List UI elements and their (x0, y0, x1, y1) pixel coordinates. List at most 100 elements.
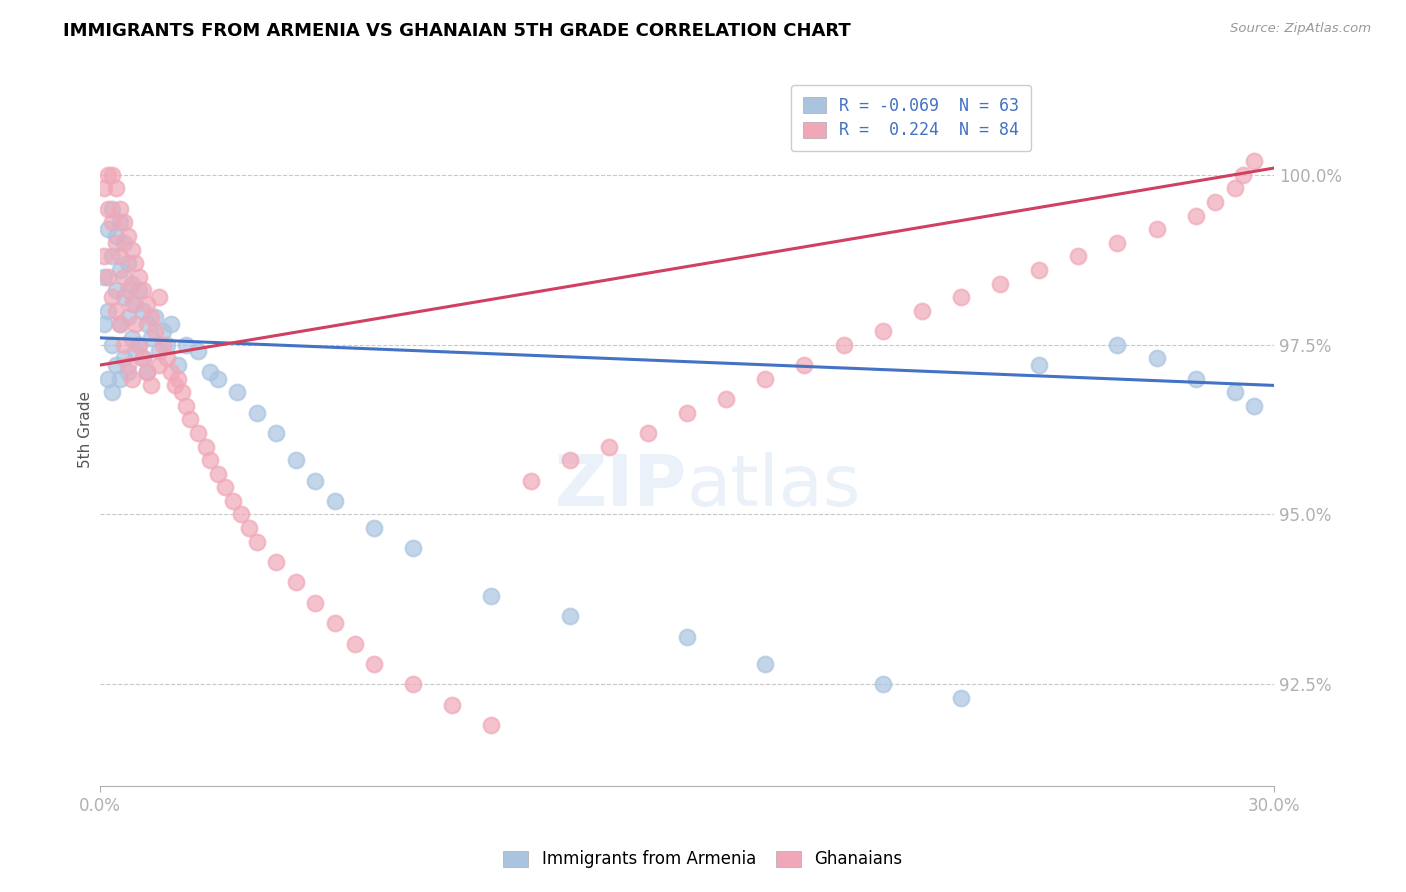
Point (246, 534, 269, 549)
Point (112, 235, 135, 250)
Point (167, 371, 190, 385)
Point (1184, 371, 1206, 385)
Point (156, 337, 179, 351)
Point (558, 609, 581, 624)
Point (152, 337, 174, 351)
Point (104, 303, 127, 318)
Point (229, 508, 252, 522)
Point (793, 358, 815, 372)
Point (207, 371, 229, 385)
Point (246, 406, 269, 420)
Point (174, 337, 197, 351)
Point (117, 283, 139, 297)
Point (1184, 209, 1206, 223)
Point (363, 657, 385, 671)
Point (676, 406, 699, 420)
Point (1204, 194, 1226, 209)
Point (323, 494, 346, 508)
Point (159, 318, 181, 332)
Point (139, 310, 162, 325)
Point (121, 277, 143, 291)
Point (194, 440, 217, 454)
Point (136, 365, 159, 379)
Point (988, 277, 1011, 291)
Point (124, 344, 146, 359)
Point (343, 636, 366, 650)
Point (117, 365, 139, 379)
Point (112, 215, 135, 229)
Point (121, 371, 143, 385)
Point (104, 235, 127, 250)
Point (108, 371, 131, 385)
Point (132, 303, 155, 318)
Point (1028, 263, 1050, 277)
Point (1243, 154, 1265, 169)
Text: IMMIGRANTS FROM ARMENIA VS GHANAIAN 5TH GRADE CORRELATION CHART: IMMIGRANTS FROM ARMENIA VS GHANAIAN 5TH … (63, 22, 851, 40)
Point (108, 202, 131, 216)
Point (1146, 351, 1168, 366)
Point (97, 202, 120, 216)
Point (558, 453, 581, 467)
Point (226, 385, 249, 400)
Point (128, 283, 150, 297)
Point (152, 324, 174, 338)
Point (136, 318, 159, 332)
Point (174, 399, 197, 413)
Point (97, 269, 120, 284)
Point (124, 297, 146, 311)
Point (97, 168, 120, 182)
Text: ZIP: ZIP (555, 452, 688, 521)
Point (1146, 222, 1168, 236)
Point (598, 440, 620, 454)
Point (139, 331, 162, 345)
Point (441, 698, 464, 712)
Point (304, 596, 326, 610)
Point (97, 303, 120, 318)
Point (128, 269, 150, 284)
Point (97, 371, 120, 385)
Point (112, 290, 135, 304)
Point (222, 494, 245, 508)
Point (104, 358, 127, 372)
Point (101, 215, 124, 229)
Point (121, 243, 143, 257)
Point (1223, 385, 1246, 400)
Point (402, 677, 425, 691)
Point (108, 318, 131, 332)
Legend: R = -0.069  N = 63, R =  0.224  N = 84: R = -0.069 N = 63, R = 0.224 N = 84 (790, 85, 1031, 151)
Point (108, 215, 131, 229)
Point (136, 297, 159, 311)
Point (264, 555, 287, 569)
Point (872, 677, 894, 691)
Point (284, 453, 307, 467)
Point (121, 331, 143, 345)
Point (179, 412, 201, 426)
Point (163, 378, 186, 392)
Point (1028, 358, 1050, 372)
Point (172, 385, 194, 400)
Point (159, 365, 181, 379)
Point (238, 521, 260, 535)
Point (304, 474, 326, 488)
Point (714, 392, 737, 406)
Point (117, 310, 139, 325)
Point (128, 337, 150, 351)
Point (108, 263, 131, 277)
Point (117, 256, 139, 270)
Point (117, 358, 139, 372)
Point (148, 358, 170, 372)
Point (104, 181, 127, 195)
Point (148, 290, 170, 304)
Point (101, 249, 124, 263)
Point (93, 181, 115, 195)
Point (754, 371, 776, 385)
Point (481, 589, 503, 603)
Point (207, 467, 229, 481)
Point (124, 318, 146, 332)
Point (156, 351, 179, 366)
Point (911, 303, 934, 318)
Point (167, 358, 190, 372)
Point (1107, 235, 1129, 250)
Point (1067, 249, 1090, 263)
Point (128, 337, 150, 351)
